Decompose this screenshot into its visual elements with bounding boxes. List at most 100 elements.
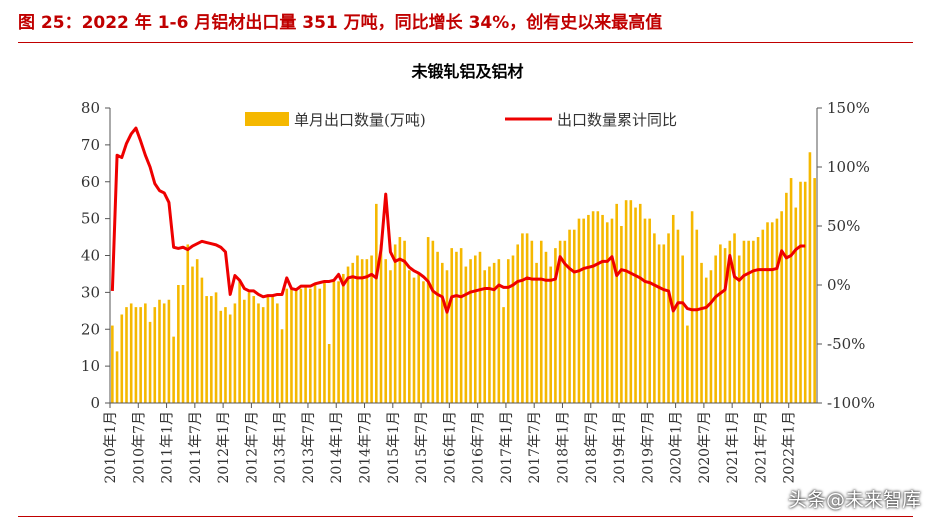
bar: [309, 288, 312, 403]
bar: [653, 233, 656, 404]
bar: [634, 207, 637, 403]
bar: [808, 152, 812, 403]
bar: [162, 303, 166, 403]
bar: [139, 307, 142, 404]
bar: [728, 240, 732, 403]
x-tick-label: 2012年7月: [244, 411, 260, 484]
bar: [539, 240, 543, 403]
bar: [299, 288, 303, 403]
x-tick-label: 2016年7月: [471, 411, 487, 484]
bar: [440, 262, 444, 404]
bar: [785, 192, 788, 403]
bar: [700, 262, 703, 404]
left-tick-label: 80: [81, 99, 100, 117]
bar: [384, 259, 388, 403]
right-tick-label: 0%: [827, 276, 851, 294]
bar: [667, 233, 670, 404]
bar: [313, 285, 317, 403]
left-tick-label: 50: [81, 210, 100, 228]
bar: [450, 248, 454, 404]
bar: [525, 233, 529, 404]
x-tick-label: 2019年7月: [640, 411, 656, 484]
bar: [153, 307, 157, 404]
bar: [158, 299, 161, 403]
bar: [733, 233, 736, 404]
bar: [181, 285, 185, 403]
bar: [247, 292, 251, 404]
bar: [572, 229, 576, 403]
bar: [615, 203, 618, 404]
bar: [332, 281, 336, 403]
bar: [605, 222, 609, 403]
bar: [261, 307, 265, 404]
bottom-divider: [18, 516, 913, 517]
bar: [304, 285, 307, 403]
left-tick-label: 0: [90, 394, 100, 412]
bar: [172, 336, 175, 404]
bar: [389, 270, 392, 403]
x-tick-label: 2012年1月: [216, 411, 232, 484]
x-tick-label: 2010年1月: [103, 411, 119, 484]
bar: [690, 211, 694, 403]
bar: [794, 207, 798, 403]
bar: [799, 181, 802, 403]
bar: [238, 281, 241, 403]
bar: [483, 270, 486, 403]
bar: [294, 288, 298, 403]
x-tick-label: 2020年1月: [669, 411, 685, 484]
left-tick-label: 40: [81, 247, 100, 265]
title-divider: [18, 42, 913, 43]
bar: [568, 229, 571, 403]
bar: [756, 237, 760, 403]
bar: [214, 292, 218, 404]
bar: [686, 325, 689, 403]
x-tick-label: 2015年7月: [414, 411, 430, 484]
x-tick-label: 2011年1月: [160, 411, 176, 484]
bar: [134, 307, 138, 404]
right-tick-label: -50%: [827, 335, 865, 353]
x-tick-label: 2021年7月: [753, 411, 769, 484]
bar: [337, 281, 340, 403]
bar: [563, 240, 567, 403]
bar: [177, 285, 180, 403]
bar: [426, 237, 430, 403]
left-tick-label: 10: [81, 357, 100, 375]
bar: [789, 178, 793, 403]
bar: [596, 211, 600, 403]
bar: [233, 303, 237, 403]
bar: [770, 222, 774, 403]
bar: [530, 240, 534, 403]
bar: [167, 299, 171, 403]
bar: [624, 200, 628, 403]
bar: [445, 270, 449, 403]
bar: [752, 240, 755, 403]
bar: [111, 325, 114, 403]
x-tick-label: 2017年7月: [527, 411, 543, 484]
x-tick-label: 2021年1月: [725, 411, 741, 484]
right-tick-label: -100%: [827, 394, 875, 412]
bar: [191, 266, 194, 403]
bar: [408, 270, 411, 403]
x-tick-label: 2019年1月: [612, 411, 628, 484]
bar: [186, 244, 190, 403]
bar: [478, 251, 482, 403]
right-tick-label: 50%: [827, 217, 860, 235]
bar: [356, 255, 359, 403]
bar: [516, 244, 519, 403]
bar: [403, 240, 406, 403]
bar: [393, 244, 397, 403]
left-tick-label: 30: [81, 283, 100, 301]
bar: [803, 181, 807, 403]
bar: [511, 255, 515, 403]
bar: [737, 255, 741, 403]
bar: [704, 277, 708, 404]
bar: [719, 244, 722, 403]
bar: [558, 240, 562, 403]
bar: [497, 259, 501, 403]
bar: [620, 226, 623, 403]
bar: [398, 237, 402, 403]
bar: [323, 281, 326, 403]
bar: [129, 303, 133, 403]
right-tick-label: 150%: [827, 99, 870, 117]
legend-line-label: 出口数量累计同比: [557, 111, 677, 129]
